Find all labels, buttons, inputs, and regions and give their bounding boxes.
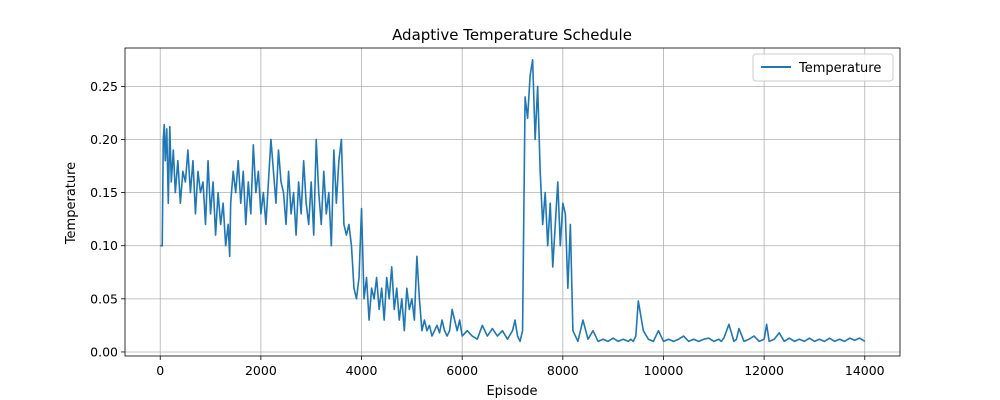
legend: Temperature xyxy=(752,53,894,82)
y-tick-label: 0.15 xyxy=(90,185,118,200)
x-axis-label: Episode xyxy=(486,384,537,399)
y-axis-ticks: 0.00 0.05 0.10 0.15 0.20 0.25 xyxy=(90,79,125,359)
x-tick-label: 14000 xyxy=(845,363,885,378)
y-tick-label: 0.10 xyxy=(90,238,118,253)
series-line-temperature xyxy=(160,58,866,343)
y-tick-label: 0.20 xyxy=(90,132,118,147)
chart-title: Adaptive Temperature Schedule xyxy=(392,26,632,44)
grid-lines xyxy=(125,48,900,356)
legend-label-temperature: Temperature xyxy=(798,61,881,76)
y-axis-label: Temperature xyxy=(64,162,79,245)
x-axis-ticks: 0 2000 4000 6000 8000 10000 12000 14000 xyxy=(156,356,885,378)
x-tick-label: 10000 xyxy=(644,363,684,378)
legend-box xyxy=(752,53,894,82)
y-tick-label: 0.25 xyxy=(90,79,118,94)
y-tick-label: 0.05 xyxy=(90,291,118,306)
plot-border xyxy=(124,47,901,357)
axes-frame xyxy=(124,47,901,357)
x-tick-label: 8000 xyxy=(547,363,579,378)
x-tick-label: 6000 xyxy=(446,363,478,378)
x-tick-label: 12000 xyxy=(744,363,784,378)
x-tick-label: 4000 xyxy=(346,363,378,378)
x-tick-label: 2000 xyxy=(245,363,277,378)
x-tick-label: 0 xyxy=(156,363,164,378)
y-tick-label: 0.00 xyxy=(90,344,118,359)
series-layer xyxy=(160,58,866,343)
